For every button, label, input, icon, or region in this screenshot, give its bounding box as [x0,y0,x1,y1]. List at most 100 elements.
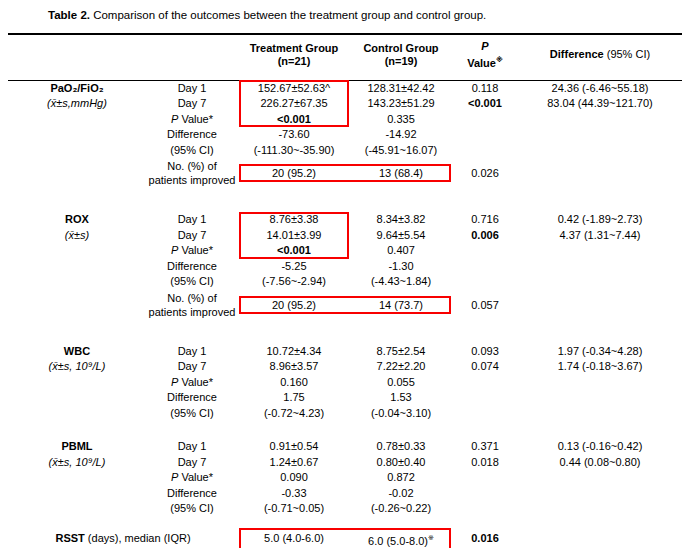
header-pvalue-word: Value [467,57,496,69]
cell-pvalue [452,112,518,128]
cell-control: 0.80±0.40 [350,455,452,471]
cell-control: 8.34±3.82 [350,212,452,228]
cell-treatment: 20 (95.2) [238,290,350,320]
cell-treatment: <0.001 [238,243,350,259]
cell-difference [518,158,682,188]
table-row: (x̄±s)Day 714.01±3.999.64±5.540.0064.37 … [8,228,682,244]
cell-difference [518,127,682,143]
table-row: No. (%) ofpatients improved20 (95.2)13 (… [8,158,682,188]
table-row: (95% CI)(-111.30~-35.90)(-45.91~16.07) [8,143,682,159]
cell-control: 0.055 [350,375,452,391]
table-title-label: Table 2. [48,9,90,21]
outcome-label-pbml: PBML [8,439,146,455]
section-pbml: PBMLDay 10.91±0.540.78±0.330.3710.13 (-0… [8,421,682,517]
section-spacer-cell [8,517,682,528]
cell-control-value: (-4.43~1.84) [371,275,431,287]
header-row: Treatment Group (n=21) Control Group (n=… [8,34,682,80]
cell-control-value: 1.53 [390,391,411,403]
header-pvalue-title: P [452,40,518,53]
cell-control: 9.64±5.54 [350,228,452,244]
cell-treatment: (-0.71~0.05) [238,501,350,517]
cell-pvalue: 0.057 [452,290,518,320]
cell-treatment-value: -5.25 [281,260,306,272]
cell-pvalue [452,375,518,391]
outcome-sublabel-pbml: (x̄±s, 10⁹/L) [8,455,146,471]
cell-treatment: 20 (95.2) [238,158,350,188]
cell-control-value: -1.30 [388,260,413,272]
header-pvalue-subtitle: Value※ [452,53,518,70]
cell-control: 0.78±0.33 [350,439,452,455]
cell-control: (-4.43~1.84) [350,274,452,290]
cell-treatment: 0.91±0.54 [238,439,350,455]
row-label: (95% CI) [146,406,238,422]
cell-control: 0.407 [350,243,452,259]
cell-treatment-value: 8.76±3.38 [270,213,319,225]
cell-difference [518,470,682,486]
section-spacer [8,320,682,344]
cell-difference-value: 1.74 (-0.18~3.67) [558,360,643,372]
cell-pvalue-value: 0.016 [471,532,499,544]
cell-control-value: 143.23±51.29 [367,97,434,109]
row-label-p: P [171,113,178,125]
header-difference-word: Difference [550,48,604,60]
outcome-label-rsst: RSST (days), median (IQR) [8,528,238,548]
cell-pvalue [452,243,518,259]
cell-control: -1.30 [350,259,452,275]
outcome-empty [8,143,146,159]
section-spacer-cell [8,421,682,439]
row-label: Day 7 [146,359,238,375]
table-row: (x̄±s, 10⁹/L)Day 71.24±0.670.80±0.400.01… [8,455,682,471]
section-rsst: RSST (days), median (IQR)5.0 (4.0-6.0)6.… [8,517,682,548]
row-label: No. (%) ofpatients improved [146,158,238,188]
cell-difference: 0.42 (-1.89~2.73) [518,212,682,228]
cell-pvalue-value: 0.093 [471,345,499,357]
cell-difference-value: 1.97 (-0.34~4.28) [558,345,643,357]
table-row: (x̄±s, 10⁹/L)Day 78.96±3.577.22±2.200.07… [8,359,682,375]
table-row: Difference1.751.53 [8,390,682,406]
table-row: WBCDay 110.72±4.348.75±2.540.0931.97 (-0… [8,344,682,360]
cell-difference: 4.37 (1.31~7.44) [518,228,682,244]
row-label: Day 7 [146,455,238,471]
outcome-empty [8,158,146,188]
cell-difference-value: 24.36 (-6.46~55.18) [552,82,649,94]
cell-control-value: (-0.04~3.10) [371,407,431,419]
reference-mark: ※ [496,56,503,63]
cell-pvalue: 0.006 [452,228,518,244]
cell-control-value: 0.335 [387,113,415,125]
outcome-empty [8,127,146,143]
cell-pvalue: 0.018 [452,455,518,471]
cell-control-value: 7.22±2.20 [377,360,426,372]
cell-treatment-value: -0.33 [281,487,306,499]
row-label: (95% CI) [146,501,238,517]
table-row: (95% CI)(-0.71~0.05)(-0.26~0.22) [8,501,682,517]
cell-treatment: 1.75 [238,390,350,406]
table-row: (95% CI)(-0.72~4.23) (-0.04~3.10) [8,406,682,422]
table-row: P Value*0.1600.055 [8,375,682,391]
cell-difference [518,290,682,320]
table-row: Difference-0.33-0.02 [8,486,682,502]
outcome-empty [8,290,146,320]
outcome-empty [8,470,146,486]
row-label: Day 1 [146,80,238,96]
outcome-empty [8,406,146,422]
cell-treatment: (-0.72~4.23) [238,406,350,422]
cell-treatment-value: 226.27±67.35 [260,97,327,109]
cell-control: 128.31±42.42 [350,80,452,96]
row-label: P Value* [146,112,238,128]
cell-treatment-value: 8.96±3.57 [270,360,319,372]
table-row: P Value*<0.0010.335 [8,112,682,128]
cell-treatment: 14.01±3.99 [238,228,350,244]
header-outcome [8,34,146,80]
cell-control-value: 8.34±3.82 [377,213,426,225]
cell-difference-value: 4.37 (1.31~7.44) [559,229,640,241]
reference-mark: ※ [428,534,434,541]
cell-difference [518,406,682,422]
outcome-empty [8,274,146,290]
row-label: Difference [146,259,238,275]
row-label-line: No. (%) of [146,291,238,305]
paper-table-page: Table 2. Comparison of the outcomes betw… [0,0,690,548]
cell-difference [518,501,682,517]
cell-pvalue [452,486,518,502]
cell-control-value: 0.407 [387,244,415,256]
table-row: (95% CI)(-7.56~-2.94)(-4.43~1.84) [8,274,682,290]
